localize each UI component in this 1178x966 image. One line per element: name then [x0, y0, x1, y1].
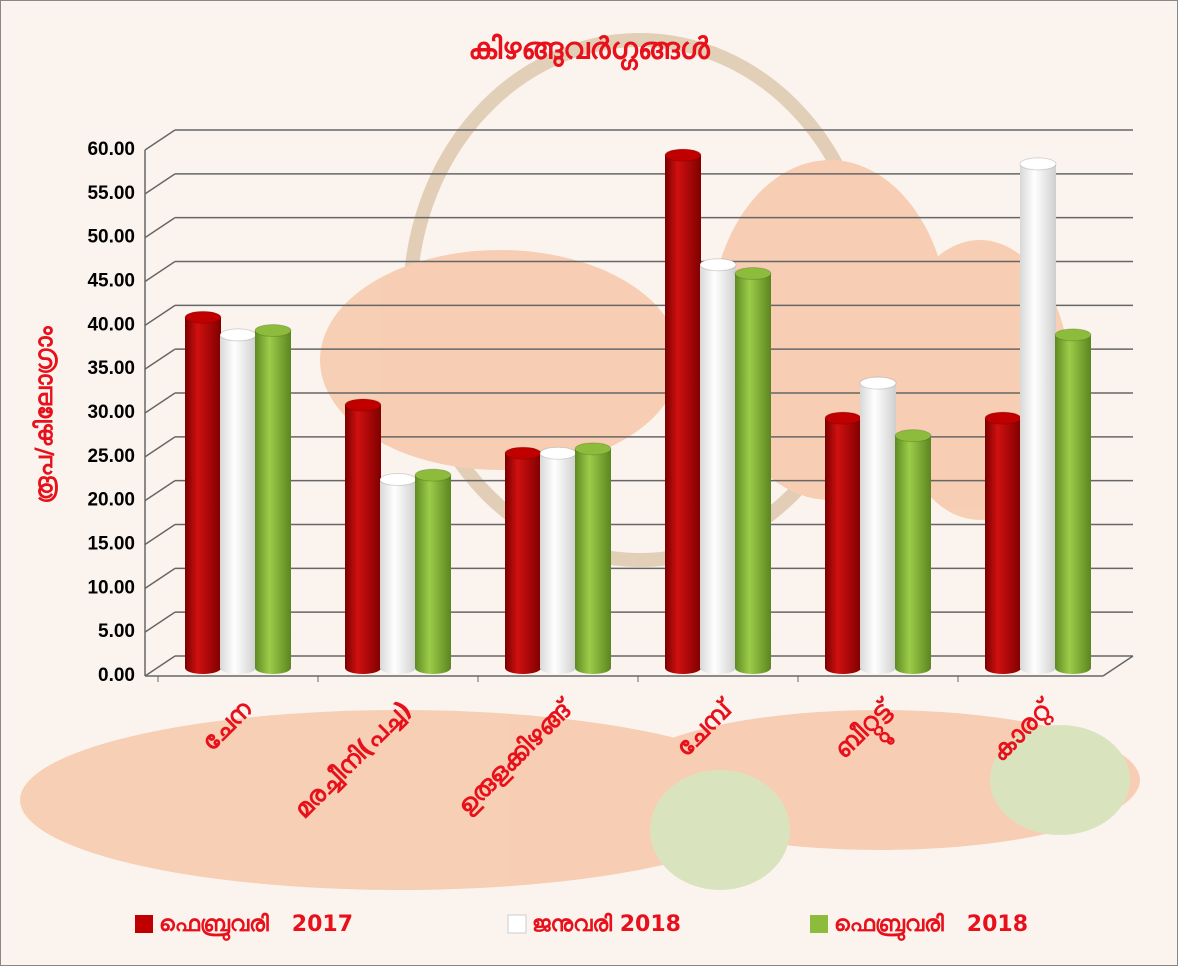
cylinder: [415, 469, 451, 674]
cylinder: [1055, 329, 1091, 674]
bar: [540, 453, 576, 668]
cylinder: [380, 474, 416, 674]
y-tick-label: 15.00: [87, 534, 135, 555]
bar: [1020, 164, 1056, 668]
bar: [700, 265, 736, 668]
y-tick-label: 60.00: [87, 139, 135, 160]
y-tick-label: 30.00: [87, 402, 135, 423]
bar: [575, 449, 611, 668]
cylinder: [735, 268, 771, 675]
y-tick-label: 45.00: [87, 271, 135, 292]
y-tick-label: 25.00: [87, 446, 135, 467]
bar-top: [345, 399, 381, 411]
chart: കിഴങ്ങുവർഗ്ഗങ്ങൾ രൂപ/കിലോഗ്രാം 0.00 5.00 1…: [0, 0, 1178, 966]
bar: [255, 330, 291, 668]
bar: [985, 418, 1021, 668]
bar-top: [505, 447, 541, 459]
cylinder: [1020, 158, 1056, 674]
y-tick-label: 40.00: [87, 314, 135, 335]
bar: [185, 317, 221, 668]
y-tick-label: 35.00: [87, 358, 135, 379]
bar: [735, 274, 771, 669]
bar-top: [575, 443, 611, 455]
y-tick-label: 10.00: [87, 577, 135, 598]
bar: [345, 405, 381, 668]
bar-top: [735, 268, 771, 280]
cylinder: [505, 447, 541, 674]
chart-title: കിഴങ്ങുവർഗ്ഗങ്ങൾ: [468, 32, 710, 72]
y-tick-label: 55.00: [87, 183, 135, 204]
bar-top: [255, 324, 291, 336]
bar-top: [700, 259, 736, 271]
legend-swatch: [508, 915, 526, 933]
bar-top: [665, 149, 701, 161]
bar-top: [895, 430, 931, 442]
bar-top: [185, 311, 221, 323]
legend-swatch: [135, 915, 153, 933]
cylinder: [575, 443, 611, 674]
cylinder: [345, 399, 381, 674]
bar-top: [1020, 158, 1056, 170]
cylinder: [665, 149, 701, 674]
cylinder: [540, 447, 576, 674]
cylinder: [895, 430, 931, 674]
cylinder: [860, 377, 896, 674]
y-axis-label: രൂപ/കിലോഗ്രാം: [30, 325, 58, 503]
bar: [1055, 335, 1091, 668]
bar: [415, 475, 451, 668]
cylinder: [255, 324, 291, 674]
bar-top: [415, 469, 451, 481]
bar: [860, 383, 896, 668]
bar: [825, 418, 861, 668]
bar-top: [825, 412, 861, 424]
bar: [220, 335, 256, 668]
y-tick-label: 50.00: [87, 227, 135, 248]
cylinder: [220, 329, 256, 674]
bar-top: [1055, 329, 1091, 341]
y-tick-label: 5.00: [98, 621, 135, 642]
bar-top: [220, 329, 256, 341]
y-tick-label: 20.00: [87, 490, 135, 511]
bar: [380, 480, 416, 668]
bar: [895, 436, 931, 668]
bar-top: [985, 412, 1021, 424]
legend-label: ജനുവരി 2018: [532, 912, 681, 937]
bar-top: [540, 447, 576, 459]
cylinder: [700, 259, 736, 674]
legend-swatch: [810, 915, 828, 933]
cylinder: [985, 412, 1021, 674]
cylinder: [825, 412, 861, 674]
bar: [505, 453, 541, 668]
cylinder: [185, 311, 221, 674]
bar-top: [860, 377, 896, 389]
bar-top: [380, 474, 416, 486]
y-tick-label: 0.00: [98, 665, 135, 686]
bar: [665, 155, 701, 668]
